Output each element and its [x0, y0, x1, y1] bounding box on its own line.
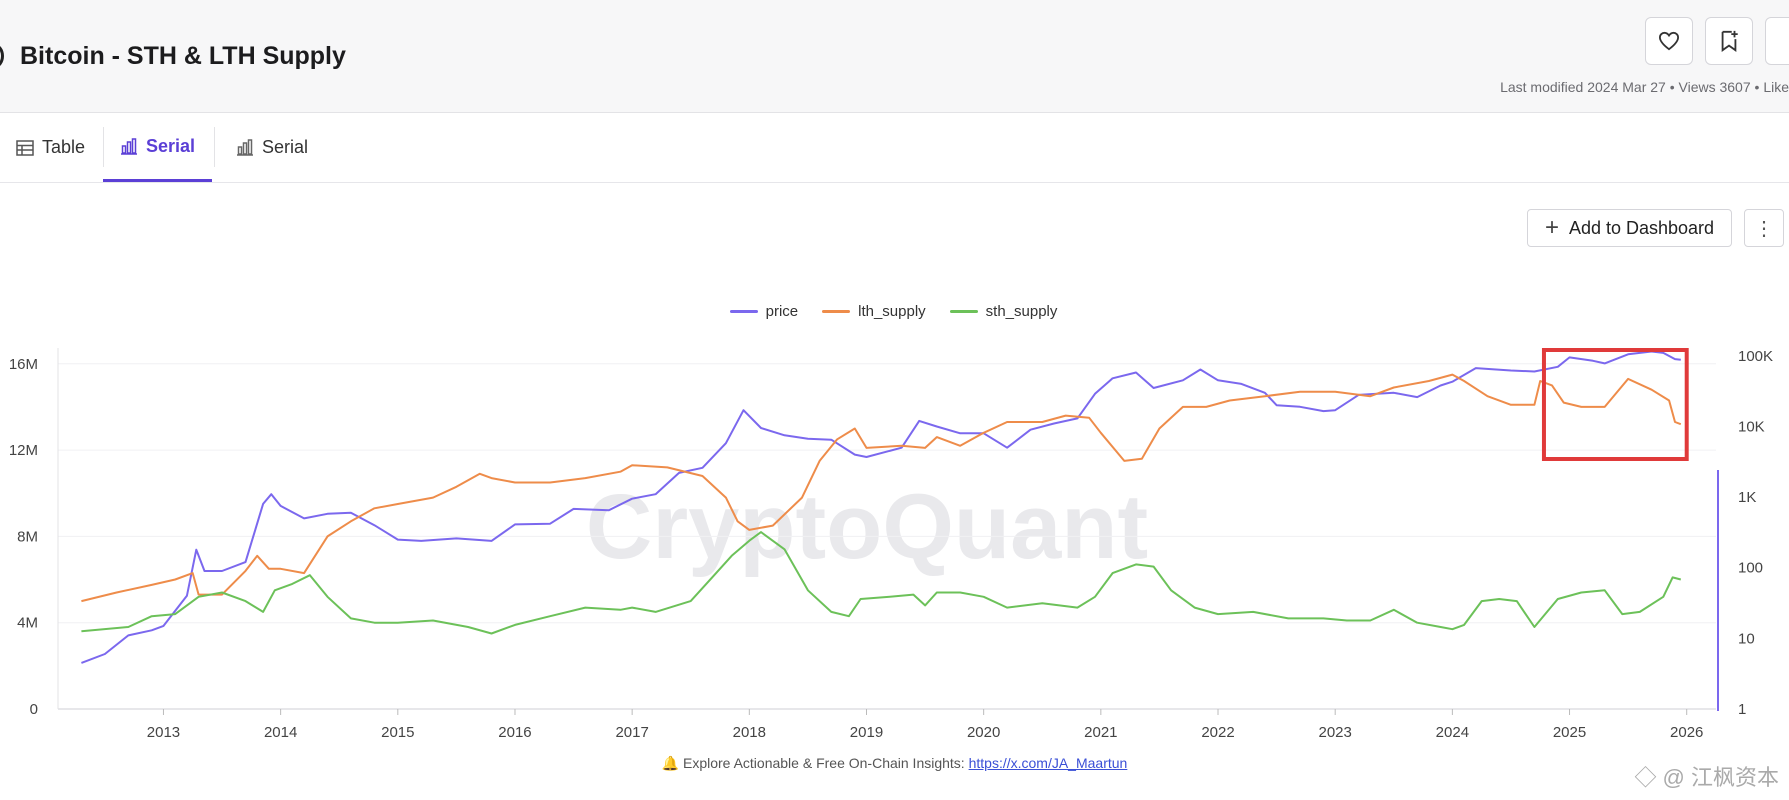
- footer-link[interactable]: https://x.com/JA_Maartun: [968, 755, 1128, 771]
- tab-table[interactable]: Table: [16, 113, 96, 182]
- bar-chart-icon: [237, 139, 253, 156]
- y-left-tick-label: 4M: [17, 615, 38, 632]
- legend-swatch: [949, 310, 978, 313]
- corner-watermark: ◇ @ 江枫资本: [1634, 765, 1779, 790]
- tab-label: Serial: [145, 135, 196, 156]
- x-tick-label: 2024: [1436, 724, 1469, 741]
- x-tick-label: 2023: [1318, 724, 1351, 741]
- x-tick-label: 2013: [147, 724, 180, 741]
- x-tick-label: 2015: [381, 724, 414, 741]
- plus-icon: +: [1544, 214, 1559, 241]
- series-line-sth-supply: [81, 531, 1682, 635]
- asset-icon: [0, 44, 4, 68]
- legend-label: lth_supply: [858, 303, 926, 320]
- bookmark-button[interactable]: [1705, 17, 1753, 65]
- legend-item-sth-supply[interactable]: sth_supply: [949, 303, 1058, 320]
- y-right-tick-label: 1: [1738, 701, 1746, 718]
- x-tick-label: 2025: [1553, 724, 1586, 741]
- y-left-tick-label: 16M: [9, 356, 38, 373]
- y-right-tick-label: 10: [1738, 630, 1755, 647]
- tab-serial[interactable]: Serial: [236, 113, 316, 182]
- like-button[interactable]: [1645, 17, 1693, 65]
- page-title: Bitcoin - STH & LTH Supply: [20, 42, 346, 70]
- x-tick-label: 2016: [498, 724, 531, 741]
- legend-label: price: [765, 303, 799, 320]
- tab-divider: [103, 127, 104, 167]
- view-tabs: Table Serial Serial: [0, 113, 1789, 183]
- tab-label: Serial: [262, 137, 309, 157]
- table-icon: [16, 139, 34, 156]
- add-to-dashboard-button[interactable]: + Add to Dashboard: [1527, 209, 1732, 247]
- y-right-tick-label: 1K: [1738, 489, 1756, 506]
- x-tick-label: 2026: [1670, 724, 1703, 741]
- footer-text: 🔔 Explore Actionable & Free On-Chain Ins…: [661, 755, 969, 771]
- tab-serial-active[interactable]: Serial: [103, 113, 212, 182]
- x-tick-label: 2022: [1201, 724, 1234, 741]
- page-meta: Last modified 2024 Mar 27 • Views 3607 •…: [1500, 79, 1789, 95]
- series-line-lth-supply: [81, 373, 1682, 603]
- y-left-tick-label: 12M: [9, 442, 38, 459]
- bookmark-add-icon: [1721, 30, 1738, 52]
- x-tick-label: 2020: [967, 724, 1000, 741]
- highlight-box: [1541, 348, 1689, 461]
- x-tick-label: 2021: [1084, 724, 1117, 741]
- page-header: Bitcoin - STH & LTH Supply Last modified…: [0, 0, 1789, 113]
- footer-note: 🔔 Explore Actionable & Free On-Chain Ins…: [0, 755, 1789, 772]
- series-line-price: [81, 350, 1681, 664]
- y-left-tick-label: 0: [30, 701, 38, 718]
- y-right-tick-label: 10K: [1738, 418, 1765, 435]
- chart-legend: price lth_supply sth_supply: [0, 303, 1789, 320]
- y-left-tick-label: 8M: [17, 528, 38, 545]
- more-options-button[interactable]: ⋮: [1744, 209, 1784, 247]
- legend-swatch: [729, 310, 758, 313]
- chart-watermark: CryptoQuant: [586, 476, 1148, 578]
- tab-label: Table: [42, 137, 86, 157]
- y-right-tick-label: 100: [1738, 560, 1763, 577]
- heart-icon: [1658, 31, 1680, 51]
- supply-price-chart[interactable]: CryptoQuant 0 4M 8M 12M 16M 1 10 100 1K 10K 100K 201…: [0, 340, 1789, 750]
- legend-item-price[interactable]: price: [729, 303, 799, 320]
- y-right-tick-label: 100K: [1738, 348, 1773, 365]
- add-to-dashboard-label: Add to Dashboard: [1568, 217, 1715, 238]
- tab-divider: [214, 127, 215, 167]
- x-tick-label: 2017: [615, 724, 648, 741]
- bar-chart-icon: [120, 137, 137, 155]
- legend-label: sth_supply: [985, 303, 1058, 320]
- share-button[interactable]: [1765, 17, 1789, 65]
- legend-swatch: [822, 310, 851, 313]
- legend-item-lth-supply[interactable]: lth_supply: [822, 303, 926, 320]
- x-tick-label: 2019: [850, 724, 883, 741]
- x-tick-label: 2018: [733, 724, 766, 741]
- x-tick-label: 2014: [264, 724, 297, 741]
- kebab-menu-icon: ⋮: [1754, 217, 1774, 240]
